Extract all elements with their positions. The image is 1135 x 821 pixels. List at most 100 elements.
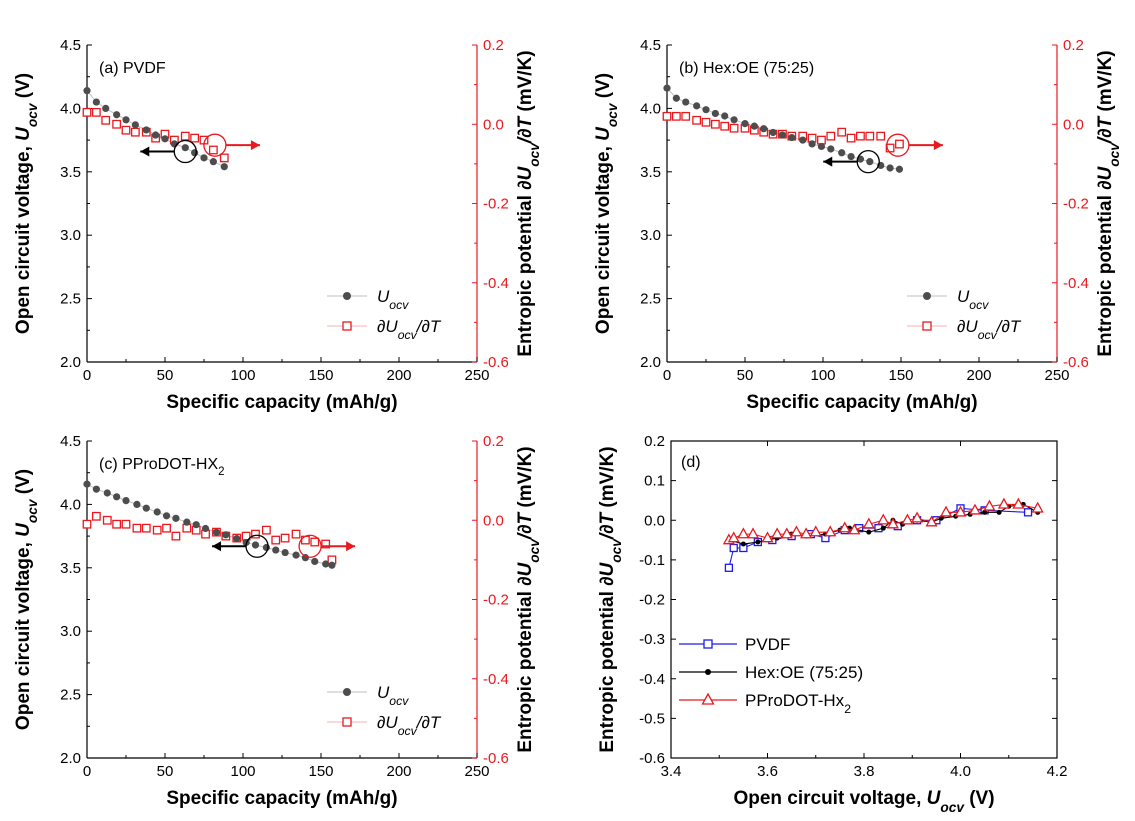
y2-tick-label: -0.2 [483,592,509,609]
dudt-marker [121,519,131,529]
y-tick-label: 2.0 [60,354,81,371]
y2-tick-label: -0.6 [1063,354,1089,371]
y2-tick-label: 0.2 [483,433,504,450]
series-marker [848,523,861,535]
legend-dudt-label: ∂Uocv/∂T [957,317,1022,342]
y-tick-label: 2.5 [60,291,81,308]
uocv-marker [162,512,171,520]
y2-tick-label: -0.2 [1063,196,1089,213]
dudt-marker [876,131,886,141]
uocv-marker [322,560,330,568]
y-axis-label: Open circuit voltage, Uocv (V) [13,73,40,334]
dudt-axis-arrow-head [346,541,356,552]
dudt-marker [219,153,229,163]
uocv-marker [741,120,749,128]
series-marker [746,527,760,539]
y2-tick-label: -0.4 [483,275,509,292]
x-tick-label: 250 [1044,367,1069,384]
y2-tick-label: 0.0 [1063,116,1084,133]
dudt-marker [817,135,826,145]
dudt-marker [208,145,218,155]
uocv-marker [200,154,208,162]
uocv-marker [153,508,161,516]
x-tick-label: 250 [464,763,489,780]
dudt-marker [112,119,122,129]
uocv-marker [92,485,100,493]
dudt-marker [321,539,331,549]
dudt-marker [91,107,101,117]
uocv-marker [827,145,835,153]
series-marker [1031,501,1044,513]
uocv-marker [192,521,200,529]
y-tick-label: 0.1 [644,473,665,490]
dudt-marker [895,139,904,149]
panel-title: (a) PVDF [99,60,166,77]
uocv-marker [142,504,150,512]
series-marker [724,563,734,572]
uocv-marker [672,94,680,102]
y-tick-label: -0.1 [639,552,665,569]
y-tick-label: 3.5 [60,560,81,577]
uocv-marker [750,122,758,130]
dudt-marker [130,127,140,137]
uocv-marker [808,140,816,148]
uocv-marker [702,106,710,114]
dudt-marker [101,115,111,125]
y-tick-label: 4.0 [60,496,81,513]
x-axis-label: Specific capacity (mAh/g) [166,788,397,809]
series-marker [824,525,837,537]
uocv-marker [663,84,671,92]
uocv-marker [222,531,230,539]
uocv-marker [191,149,199,157]
dudt-marker [671,111,681,121]
series-marker [737,527,750,539]
series-marker [727,531,740,543]
y-tick-label: 2.5 [640,291,661,308]
dudt-marker [102,515,112,525]
x-axis-label: Open circuit voltage, Uocv (V) [733,788,994,815]
legend-label: PVDF [745,635,790,654]
series-marker [982,509,988,515]
series-marker [729,543,738,553]
legend-uocv-marker [923,292,931,300]
dudt-marker [152,525,162,535]
series-marker [997,497,1010,509]
x-tick-label: 4.0 [950,763,971,780]
series-marker [1012,497,1025,509]
panel-a: 0 50 100 150 200 250 2.0 2.5 3.0 3.5 4.0 4.5 -0.6 -0.… [13,37,542,413]
dudt-marker [180,131,190,141]
uocv-marker [838,149,846,157]
uocv-marker [847,152,855,161]
uocv-marker [721,112,729,120]
x-tick-label: 100 [230,367,255,384]
dudt-marker [729,123,739,133]
legend-marker [703,639,713,649]
dudt-axis-arrow-head [933,140,943,151]
series-marker [790,525,803,537]
y2-tick-label: 0.2 [1063,37,1084,54]
series-marker [954,505,967,517]
uocv-marker [866,158,874,166]
x-tick-label: 3.8 [854,763,875,780]
series-marker [809,525,822,537]
uocv-marker [102,104,110,112]
uocv-marker [161,135,169,143]
y-tick-label: -0.4 [639,671,665,688]
y-tick-label: -0.6 [639,750,665,767]
dudt-axis-arrow-head [250,140,260,151]
legend-uocv-marker [343,688,351,696]
dudt-marker [171,531,181,541]
y-tick-label: -0.3 [639,631,665,648]
uocv-marker [103,489,111,497]
uocv-marker [152,131,160,139]
x-tick-label: 50 [737,367,754,384]
dudt-marker [271,535,281,545]
dudt-marker [141,523,151,533]
series-marker [968,503,982,515]
y-tick-label: -0.2 [639,592,665,609]
uocv-marker [181,144,189,152]
series-marker [983,499,996,511]
series-marker [761,531,774,543]
x-tick-label: 0 [83,763,91,780]
